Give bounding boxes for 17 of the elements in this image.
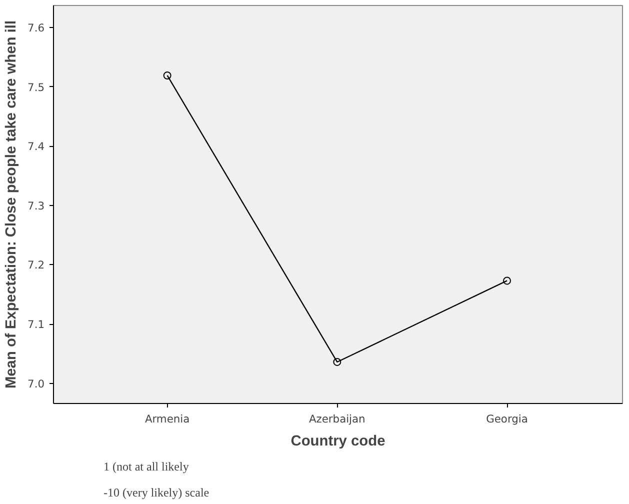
text: -10 (very likely) scale	[104, 486, 210, 500]
y-tick-label: 7.4	[28, 140, 45, 154]
y-tick-label: 7.3	[28, 199, 45, 212]
y-axis-title: Mean of Expectation: Close people take care when ill	[4, 20, 20, 389]
y-tick-label: 7.5	[28, 80, 45, 94]
x-tick-label: Azerbaijan	[308, 412, 366, 426]
y-tick-label: 7.1	[28, 318, 45, 332]
point	[333, 358, 342, 366]
point	[503, 276, 511, 285]
x-tick-label: Georgia	[486, 412, 528, 426]
x-tick-label: Armenia	[144, 412, 190, 426]
y-tick-label: 7.6	[28, 21, 45, 34]
y-tick-label: 7.2	[28, 258, 45, 272]
point	[163, 72, 172, 80]
text: 1 (not at all likely	[104, 460, 189, 474]
x-axis-title: Country code	[290, 434, 386, 450]
y-tick-label: 7.0	[28, 377, 45, 390]
